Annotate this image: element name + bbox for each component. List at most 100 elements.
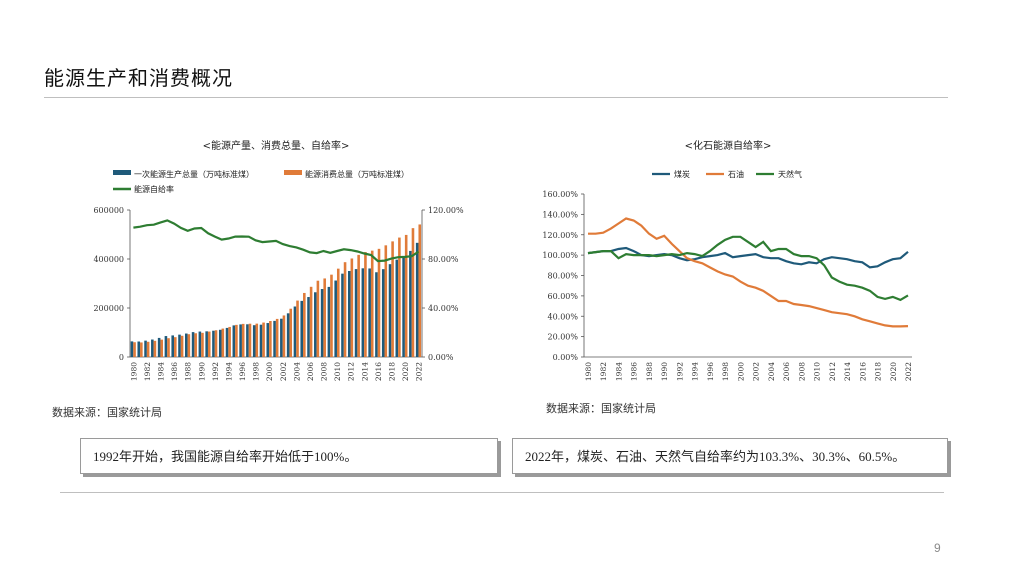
chart1-x-tick-label: 1982: [143, 362, 152, 381]
chart1-x-tick-label: 2016: [374, 362, 383, 381]
consumption-bar: [357, 254, 360, 357]
legend-self-sufficiency-label: 能源自给率: [134, 184, 174, 194]
chart2-y-tick-label: 140.00%: [542, 210, 578, 219]
chart1-x-tick-label: 1992: [211, 362, 220, 381]
consumption-bar: [207, 331, 211, 357]
production-bar: [185, 333, 188, 357]
consumption-bar: [323, 278, 326, 357]
production-bar: [273, 320, 276, 357]
production-bar: [239, 324, 242, 357]
chart2-x-tick-label: 2012: [828, 362, 837, 381]
chart2-y-tick-label: 160.00%: [542, 190, 578, 199]
production-bar: [144, 340, 147, 357]
chart2-x-tick-label: 2016: [858, 362, 867, 381]
consumption-bar: [275, 318, 279, 357]
consumption-bar: [221, 328, 225, 357]
consumption-bar: [404, 234, 408, 357]
chart2-x-tick-label: 1982: [599, 362, 608, 381]
title-divider: [44, 97, 948, 98]
legend-consumption-label: 能源消费总量（万吨标准煤）: [305, 169, 409, 179]
consumption-bar: [133, 342, 136, 357]
consumption-bar: [282, 315, 286, 357]
production-bar: [320, 289, 324, 357]
production-bar: [395, 259, 399, 357]
consumption-bar: [201, 332, 204, 357]
chart2-x-tick-label: 1992: [675, 362, 684, 381]
consumption-bar: [140, 342, 143, 357]
chart2-x-tick-label: 1984: [614, 362, 623, 381]
chart1-title: <能源产量、消费总量、自给率>: [203, 139, 350, 152]
legend-gas-label: 天然气: [778, 169, 802, 179]
production-bar: [286, 313, 290, 357]
chart1-x-tick-label: 1996: [238, 362, 247, 381]
consumption-bar: [377, 248, 381, 357]
chart2-x-tick-label: 2022: [904, 362, 913, 381]
consumption-bar: [262, 322, 265, 357]
chart2-y-tick-label: 120.00%: [542, 231, 578, 240]
consumption-bar: [364, 252, 367, 357]
production-bar: [361, 268, 365, 357]
production-bar: [307, 297, 310, 357]
consumption-bar: [194, 333, 197, 357]
chart1-x-tick-label: 2014: [360, 362, 369, 381]
chart2-x-tick-label: 1980: [584, 362, 593, 381]
production-bar: [381, 269, 385, 357]
chart1-left-tick-label: 0: [119, 353, 124, 362]
chart1-x-tick-label: 1998: [252, 362, 261, 381]
production-bar: [246, 324, 249, 357]
chart1-left-tick-label: 400000: [93, 255, 124, 264]
consumption-bar: [228, 326, 231, 357]
chart2-x-tick-label: 1988: [645, 362, 654, 381]
chart2-x-tick-label: 2010: [813, 362, 822, 381]
callout-left: 1992年开始，我国能源自给率开始低于100%。: [80, 438, 498, 474]
legend-oil-label: 石油: [728, 169, 744, 179]
chart1-x-tick-label: 2010: [333, 362, 342, 381]
production-bar: [205, 331, 208, 357]
production-bar: [375, 272, 378, 357]
chart2-x-tick-label: 2018: [874, 362, 883, 381]
chart1-x-tick-label: 1984: [157, 362, 166, 381]
chart1-x-tick-label: 1986: [170, 362, 179, 381]
chart1-right-tick-label: 40.00%: [428, 304, 459, 313]
chart1-right-tick-label: 120.00%: [428, 206, 464, 215]
production-bar: [164, 336, 168, 357]
chart1-left-tick-label: 600000: [93, 206, 124, 215]
consumption-bar: [269, 321, 272, 357]
legend-coal-label: 煤炭: [674, 169, 690, 179]
production-bar: [402, 257, 405, 357]
consumption-bar: [411, 228, 415, 357]
consumption-bar: [303, 292, 306, 357]
production-bar: [415, 242, 419, 357]
production-bar: [157, 337, 161, 357]
production-bar: [314, 292, 317, 357]
production-bar: [212, 330, 215, 357]
production-bar: [280, 318, 283, 357]
chart1-x-tick-label: 1990: [197, 362, 206, 381]
chart1-right-tick-label: 80.00%: [428, 255, 459, 264]
chart2-y-tick-label: 0.00%: [553, 353, 579, 362]
consumption-bar: [343, 262, 347, 357]
consumption-bar: [418, 224, 422, 357]
production-bar: [368, 268, 371, 357]
chart2-x-tick-label: 1998: [721, 362, 730, 381]
chart2-x-tick-label: 2020: [889, 362, 898, 381]
chart2-x-tick-label: 2008: [797, 362, 806, 381]
chart2-x-tick-label: 2000: [736, 362, 745, 381]
chart2-title: <化石能源自给率>: [685, 139, 772, 152]
legend-production-label: 一次能源生产总量（万吨标准煤）: [134, 169, 254, 179]
production-bar: [225, 327, 229, 357]
production-bar: [130, 341, 134, 357]
production-bar: [232, 325, 236, 357]
production-bar: [137, 341, 141, 357]
consumption-bar: [167, 338, 170, 357]
consumption-bar: [180, 335, 184, 357]
consumption-bar: [146, 341, 150, 357]
consumption-bar: [336, 268, 340, 357]
production-bar: [409, 250, 412, 357]
production-bar: [341, 273, 344, 357]
production-bar: [259, 324, 263, 357]
self-sufficiency-line: [133, 219, 420, 263]
production-bar: [171, 335, 175, 357]
production-bar: [334, 280, 337, 357]
